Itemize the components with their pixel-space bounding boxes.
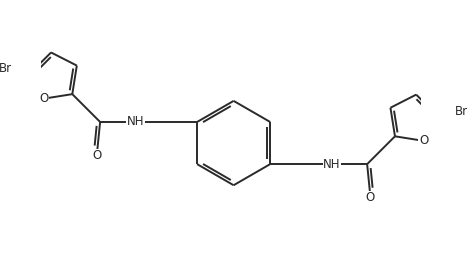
Text: NH: NH [323, 158, 341, 171]
Text: Br: Br [455, 104, 467, 118]
Text: O: O [419, 134, 428, 147]
Text: Br: Br [0, 62, 12, 75]
Text: NH: NH [127, 116, 144, 128]
Text: O: O [39, 92, 49, 105]
Text: O: O [92, 149, 102, 162]
Text: O: O [365, 191, 375, 204]
